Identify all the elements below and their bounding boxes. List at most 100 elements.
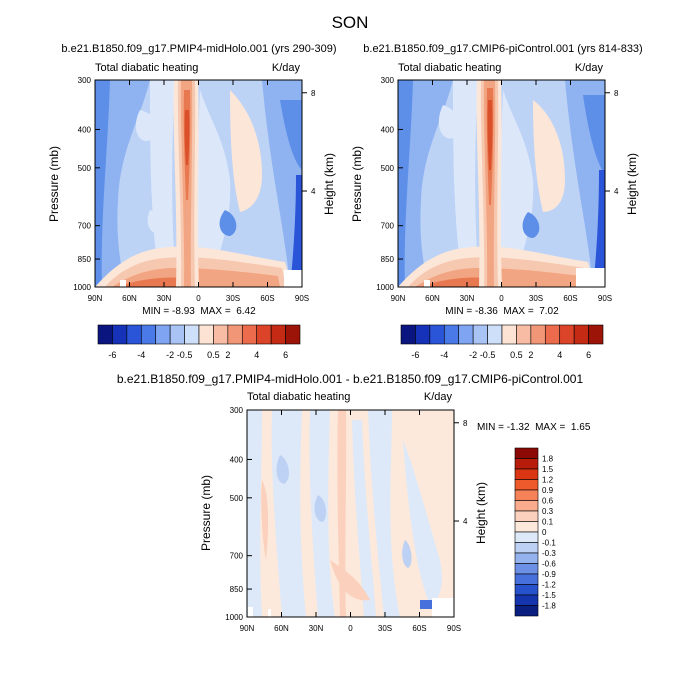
colorbar-swatch [458,324,474,345]
panel-title: b.e21.B1850.f09_g17.PMIP4-midHolo.001 - … [117,372,584,386]
colorbar-label: -0.5 [480,350,496,360]
y-tick-label: 850 [381,255,395,264]
colorbar-label: 6 [283,350,288,360]
right-axis-title: Height (km) [625,153,639,215]
y-axis-title: Pressure (mb) [47,146,61,222]
colorbar-swatch [213,324,229,345]
panel-title: b.e21.B1850.f09_g17.PMIP4-midHolo.001 (y… [61,43,336,55]
colorbar-swatch [559,324,575,345]
y-tick-label: 500 [78,164,92,173]
y-tick-label: 850 [230,585,244,594]
colorbar-label: -1.5 [542,591,556,600]
colorbar-swatch [97,324,113,345]
x-tick-label: 90N [391,294,406,303]
colorbar-label: 0.6 [542,497,554,506]
heatmap-field [398,80,605,287]
colorbar-swatch [184,324,200,345]
colorbar-label: -4 [440,350,448,360]
min-max-stats: MIN = -8.93 MAX = 6.42 [142,306,256,317]
right-tick-label: 8 [311,89,316,98]
colorbar-swatch [256,324,272,345]
colorbar-swatch [400,324,416,345]
x-tick-label: 90S [295,294,309,303]
right-tick-label: 8 [463,419,468,428]
colorbar-swatch [270,324,286,345]
colorbar-swatch [514,542,539,554]
colorbar-label: -0.1 [542,539,556,548]
y-tick-label: 300 [230,406,244,415]
heatmap-field [95,80,302,287]
right-axis-title: Height (km) [322,153,336,215]
x-tick-label: 30S [378,624,392,633]
x-tick-label: 60S [260,294,274,303]
y-tick-label: 400 [78,125,92,134]
variable-label: Total diabatic heating [398,62,501,74]
colorbar-label: -0.6 [542,560,556,569]
colorbar-swatch [227,324,243,345]
colorbar-swatch [514,594,539,606]
y-tick-label: 1000 [73,283,91,292]
colorbar-swatch [487,324,503,345]
x-tick-label: 60S [412,624,426,633]
x-tick-label: 30S [529,294,543,303]
colorbar-swatch [514,573,539,585]
min-max-stats: MIN = -1.32 MAX = 1.65 [477,422,591,433]
colorbar-label: -1.8 [542,602,556,611]
right-axis-title: Height (km) [474,482,488,544]
colorbar-label: -0.9 [542,570,556,579]
colorbar-swatch [169,324,185,345]
colorbar-swatch [514,479,539,491]
y-tick-label: 500 [230,494,244,503]
colorbar-swatch [516,324,532,345]
units-label: K/day [575,62,604,74]
colorbar-swatch [544,324,561,345]
colorbar-swatch [530,324,546,345]
x-tick-label: 60S [563,294,577,303]
heatmap-field [247,410,454,617]
y-tick-label: 1000 [376,283,394,292]
colorbar-label: -0.3 [542,549,556,558]
colorbar-swatch [588,324,604,345]
colorbar-label: 0.9 [542,486,554,495]
colorbar-swatch [415,324,431,345]
colorbar-swatch [514,531,539,543]
right-tick-label: 4 [614,187,619,196]
x-tick-label: 90N [88,294,103,303]
panel-difference: b.e21.B1850.f09_g17.PMIP4-midHolo.001 - … [117,372,591,633]
panel-midholo: b.e21.B1850.f09_g17.PMIP4-midHolo.001 (y… [47,43,337,317]
colorbar-label: 2 [225,350,230,360]
x-tick-label: 60N [274,624,289,633]
x-tick-label: 30S [226,294,240,303]
colorbar-label: -6 [108,350,116,360]
units-label: K/day [424,391,453,403]
y-tick-label: 500 [381,164,395,173]
y-tick-label: 700 [230,552,244,561]
colorbar-swatch [573,324,589,345]
colorbar-label: 1.2 [542,476,554,485]
x-tick-label: 90S [447,624,461,633]
x-tick-label: 60N [425,294,440,303]
x-tick-label: 0 [499,294,504,303]
units-label: K/day [272,62,301,74]
y-tick-label: 700 [381,222,395,231]
colorbar-swatch [514,552,539,564]
colorbar-swatch [241,324,258,345]
colorbar-swatch [514,521,539,533]
colorbar-label: 1.5 [542,465,554,474]
colorbar-swatch [472,324,488,345]
colorbar-swatch [126,324,142,345]
colorbar-label: 0.1 [542,518,554,527]
colorbar-swatch [514,489,539,501]
colorbar-swatch [514,605,539,617]
colorbar-label: 1.8 [542,455,554,464]
colorbar-label: -1.2 [542,581,556,590]
y-axis-title: Pressure (mb) [199,475,213,551]
colorbar-swatch [514,468,539,480]
y-tick-label: 700 [78,222,92,231]
colorbar-swatch [198,324,214,345]
colorbar-swatch [514,563,539,575]
colorbar-label: 4 [254,350,259,360]
variable-label: Total diabatic heating [247,391,350,403]
colorbar-swatch [140,324,157,345]
colorbar-label: -4 [137,350,145,360]
